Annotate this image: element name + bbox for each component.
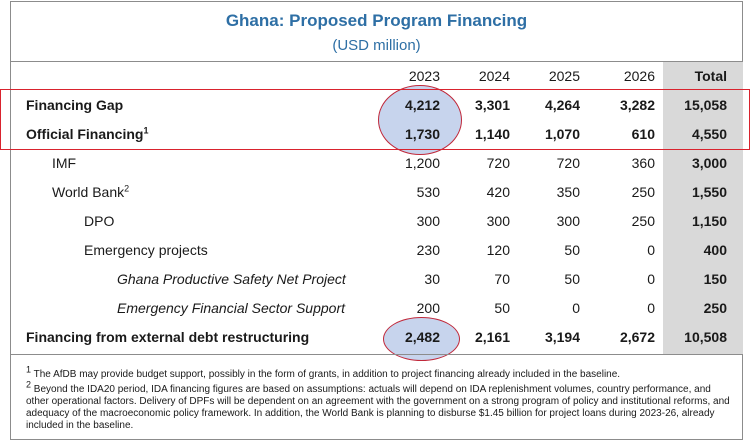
footnote-marker: 1 [143,125,149,136]
col-header-total: Total [694,68,727,84]
cell: 3,282 [619,97,655,113]
row-label: Emergency projects [84,242,208,258]
cell: 120 [486,242,510,258]
cell: 720 [556,155,580,171]
cell-total: 10,508 [684,329,727,345]
col-header-2025: 2025 [548,68,580,84]
table-row: Emergency Financial Sector Support 200 5… [10,294,743,323]
highlight-ellipse-2023-restructuring [383,317,460,361]
cell: 0 [647,242,655,258]
cell: 4,212 [404,97,440,113]
table-row: World Bank2 530 420 350 250 1,550 [10,178,743,207]
cell: 2,672 [619,329,655,345]
cell-total: 15,058 [684,97,727,113]
cell-total: 400 [703,242,727,258]
cell: 250 [631,184,655,200]
table-row: Financing from external debt restructuri… [10,323,743,352]
footnote-marker: 2 [124,183,130,194]
row-label: Ghana Productive Safety Net Project [117,271,346,287]
cell: 250 [631,213,655,229]
cell: 420 [486,184,510,200]
col-header-2026: 2026 [623,68,655,84]
footnote-2: 2 Beyond the IDA20 period, IDA financing… [26,379,730,431]
cell: 0 [572,300,580,316]
table-row: DPO 300 300 300 250 1,150 [10,207,743,236]
cell: 530 [416,184,440,200]
cell: 3,194 [544,329,580,345]
cell: 50 [564,271,580,287]
cell-total: 250 [703,300,727,316]
cell: 350 [556,184,580,200]
cell-total: 4,550 [691,126,727,142]
highlight-ellipse-2023 [378,85,462,155]
cell: 1,140 [474,126,510,142]
cell: 200 [416,300,440,316]
table-row: Financing Gap 4,212 3,301 4,264 3,282 15… [10,91,743,120]
table-row: Emergency projects 230 120 50 0 400 [10,236,743,265]
cell-total: 1,150 [691,213,727,229]
cell: 300 [416,213,440,229]
cell: 720 [486,155,510,171]
cell: 610 [631,126,655,142]
footnotes: 1 The AfDB may provide budget support, p… [26,364,732,435]
cell-total: 3,000 [691,155,727,171]
table-title: Ghana: Proposed Program Financing [225,11,528,30]
cell: 50 [564,242,580,258]
cell: 70 [494,271,510,287]
cell: 300 [556,213,580,229]
cell: 360 [631,155,655,171]
row-label: Official Financing1 [26,125,149,142]
row-label: IMF [52,155,77,171]
cell: 1,070 [544,126,580,142]
footnote-1: 1 The AfDB may provide budget support, p… [26,364,621,380]
cell: 50 [494,300,510,316]
header-rule [10,61,743,62]
table-row: IMF 1,200 720 720 360 3,000 [10,149,743,178]
row-label: Financing Gap [26,97,124,113]
cell: 30 [424,271,440,287]
cell-total: 1,550 [691,184,727,200]
total-column-shading [663,62,743,354]
table-row: Ghana Productive Safety Net Project 30 7… [10,265,743,294]
cell: 230 [416,242,440,258]
cell: 4,264 [544,97,580,113]
col-header-2023: 2023 [408,68,440,84]
cell: 300 [486,213,510,229]
cell: 2,161 [474,329,510,345]
col-header-2024: 2024 [478,68,510,84]
table-bottom-rule [10,354,743,355]
row-label: Financing from external debt restructuri… [26,329,310,345]
row-label: DPO [84,213,115,229]
cell: 1,200 [404,155,440,171]
cell: 0 [647,271,655,287]
column-header-row: 2023 2024 2025 2026 Total [10,62,743,91]
cell-total: 150 [703,271,727,287]
cell: 1,730 [404,126,440,142]
row-label: World Bank2 [52,183,130,200]
highlight-box-financing [0,89,750,150]
row-label: Emergency Financial Sector Support [117,300,345,316]
cell: 2,482 [404,329,440,345]
table-row: Official Financing1 1,730 1,140 1,070 61… [10,120,743,149]
table-subtitle: (USD million) [332,37,421,54]
cell: 3,301 [474,97,510,113]
cell: 0 [647,300,655,316]
